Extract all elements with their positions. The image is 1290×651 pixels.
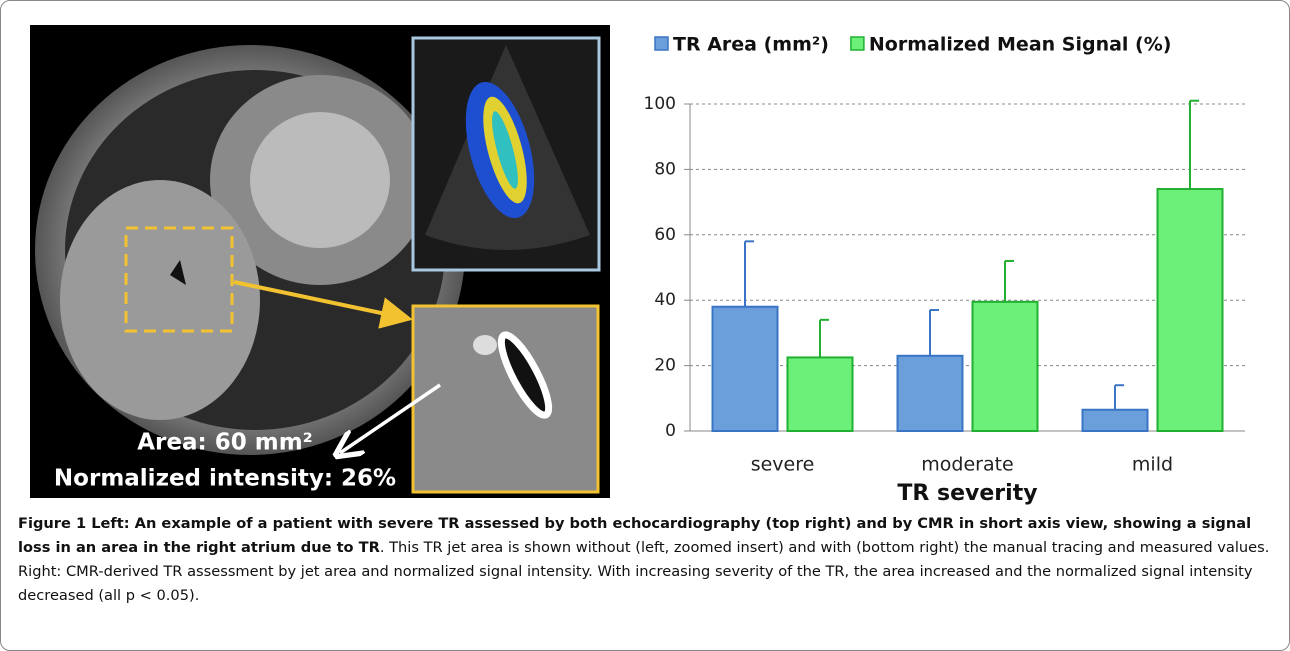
y-tick-label: 100 (644, 94, 676, 114)
bar (713, 307, 778, 431)
bar (788, 357, 853, 431)
mri-image: Area: 60 mm² Normalized intensity: 26% (30, 25, 610, 498)
legend-swatch (655, 37, 668, 50)
area-label: Area: 60 mm² (137, 430, 313, 456)
x-tick-label: moderate (921, 454, 1013, 476)
figure: Area: 60 mm² Normalized intensity: 26% 0… (0, 0, 1290, 505)
x-axis-title: TR severity (897, 481, 1037, 505)
y-tick-label: 40 (654, 290, 676, 310)
bar (898, 356, 963, 431)
legend-swatch (851, 37, 864, 50)
caption: Figure 1 Left: An example of a patient w… (18, 512, 1273, 608)
bar (973, 302, 1038, 431)
legend-label: TR Area (mm²) (673, 34, 829, 56)
legend-label: Normalized Mean Signal (%) (869, 34, 1172, 56)
y-tick-label: 80 (654, 159, 676, 179)
x-tick-label: mild (1132, 454, 1173, 476)
intensity-label: Normalized intensity: 26% (54, 466, 396, 492)
bar (1158, 189, 1223, 431)
bar (1083, 410, 1148, 431)
x-tick-label: severe (751, 454, 815, 476)
bar-chart: 0 20 40 60 80 100 severe moderate mild TR severit… (644, 34, 1245, 506)
y-tick-label: 20 (654, 356, 676, 376)
y-tick-label: 0 (665, 421, 676, 441)
page: Area: 60 mm² Normalized intensity: 26% 0… (0, 0, 1290, 651)
y-tick-label: 60 (654, 225, 676, 245)
